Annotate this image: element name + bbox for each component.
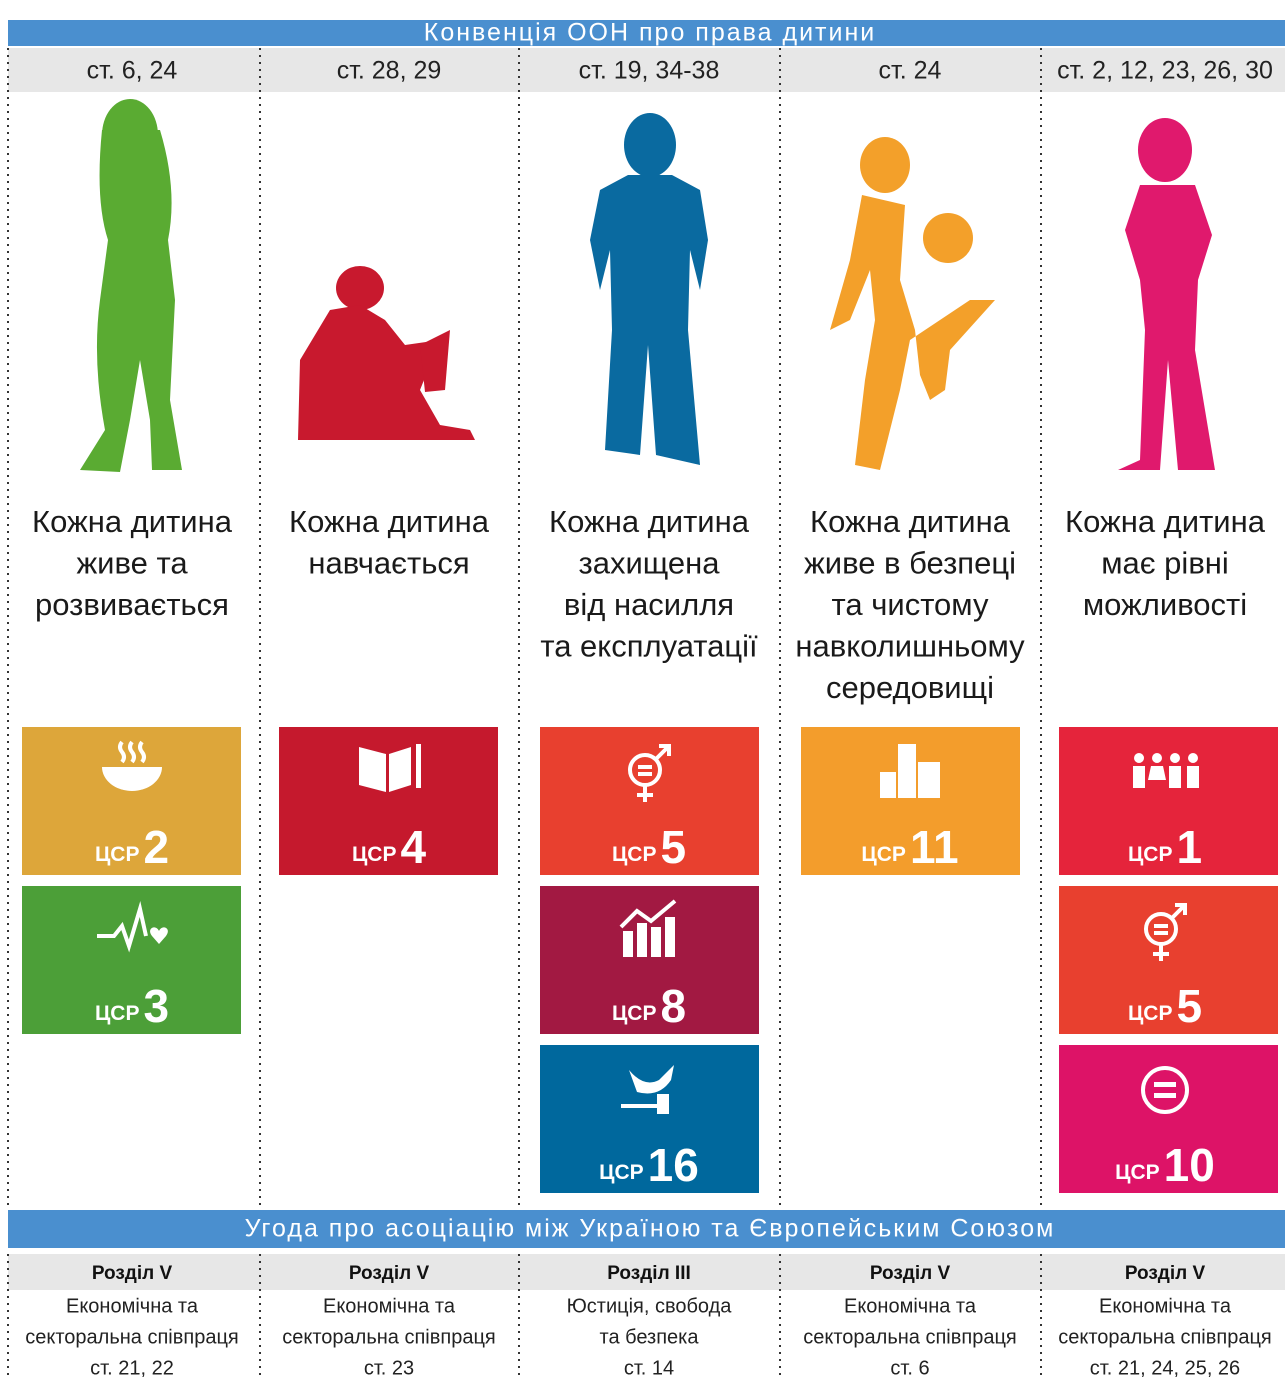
goal-number: 16 bbox=[648, 1139, 699, 1191]
goal-number: 8 bbox=[660, 980, 686, 1032]
section-line: ст. 21, 24, 25, 26 bbox=[1090, 1357, 1240, 1379]
goal-prefix: ЦСР bbox=[861, 843, 906, 866]
goal-prefix: ЦСР bbox=[1128, 1002, 1173, 1025]
caption-line: живе в безпеці bbox=[804, 546, 1016, 581]
caption-line: середовищі bbox=[826, 670, 994, 705]
caption-line: живе та bbox=[76, 546, 188, 581]
header-title: Конвенція ООН про права дитини bbox=[424, 19, 876, 47]
caption-line: Кожна дитина bbox=[1065, 504, 1266, 539]
sdg-tile: ЦСР3 bbox=[22, 886, 241, 1034]
section-line: Юстиція, свобода bbox=[567, 1295, 733, 1317]
articles: ст. 19, 34-38 bbox=[579, 57, 720, 85]
sdg-tile: ЦСР5 bbox=[540, 727, 759, 875]
icon bbox=[1188, 753, 1198, 763]
icon bbox=[1134, 753, 1144, 763]
goal-number: 4 bbox=[400, 821, 426, 873]
section-line: ст. 23 bbox=[364, 1357, 414, 1379]
section-line: секторальна співпраця bbox=[282, 1326, 495, 1348]
silhouette-girl-standing bbox=[1118, 118, 1215, 470]
caption-line: можливості bbox=[1083, 587, 1247, 622]
goal-prefix: ЦСР bbox=[1115, 1161, 1160, 1184]
goal-prefix: ЦСР bbox=[95, 1002, 140, 1025]
goal-number: 5 bbox=[660, 821, 686, 873]
goal-prefix: ЦСР bbox=[612, 1002, 657, 1025]
icon bbox=[359, 747, 411, 792]
articles: ст. 24 bbox=[879, 57, 942, 85]
caption-line: від насилля bbox=[564, 587, 734, 622]
sdg-tile: ЦСР1 bbox=[1059, 727, 1278, 875]
goal-prefix: ЦСР bbox=[352, 843, 397, 866]
sdg-tile: ЦСР16 bbox=[540, 1045, 759, 1193]
section: Розділ III bbox=[607, 1263, 691, 1284]
silhouette-footballer bbox=[830, 137, 995, 470]
section: Розділ V bbox=[349, 1263, 430, 1284]
sdg-tile: ЦСР5 bbox=[1059, 886, 1278, 1034]
section-line: ст. 21, 22 bbox=[90, 1357, 174, 1379]
caption-line: захищена bbox=[578, 546, 720, 581]
section: Розділ V bbox=[870, 1263, 951, 1284]
caption-line: Кожна дитина bbox=[810, 504, 1011, 539]
section-line: Економічна та bbox=[844, 1295, 977, 1317]
icon bbox=[898, 744, 916, 798]
goal-number: 3 bbox=[143, 980, 169, 1032]
section: Розділ V bbox=[1125, 1263, 1206, 1284]
goal-prefix: ЦСР bbox=[599, 1161, 644, 1184]
caption-line: має рівні bbox=[1101, 546, 1229, 581]
icon bbox=[623, 931, 633, 957]
goal-number: 10 bbox=[1164, 1139, 1215, 1191]
goal-prefix: ЦСР bbox=[612, 843, 657, 866]
goal-number: 5 bbox=[1176, 980, 1202, 1032]
infographic: Конвенція ООН про права дитини Угода про… bbox=[0, 0, 1285, 1380]
icon bbox=[918, 762, 940, 798]
goal-number: 11 bbox=[910, 821, 959, 873]
caption-line: навчається bbox=[308, 546, 469, 581]
sdg-tile: ЦСР8 bbox=[540, 886, 759, 1034]
section-line: Економічна та bbox=[323, 1295, 456, 1317]
caption-line: Кожна дитина bbox=[289, 504, 490, 539]
caption-line: та чистому bbox=[832, 587, 989, 622]
icon bbox=[416, 744, 421, 788]
sdg-tile: ЦСР4 bbox=[279, 727, 498, 875]
goal-prefix: ЦСР bbox=[1128, 843, 1173, 866]
sdg-tile: ЦСР10 bbox=[1059, 1045, 1278, 1193]
section-line: секторальна співпраця bbox=[25, 1326, 238, 1348]
goal-number: 2 bbox=[143, 821, 169, 873]
icon bbox=[665, 917, 675, 957]
footer-title: Угода про асоціацію між Україною та Євро… bbox=[245, 1215, 1056, 1243]
articles: ст. 2, 12, 23, 26, 30 bbox=[1057, 57, 1273, 85]
icon bbox=[880, 772, 896, 798]
section-line: Економічна та bbox=[66, 1295, 199, 1317]
caption-line: Кожна дитина bbox=[549, 504, 750, 539]
icon bbox=[1154, 1082, 1176, 1087]
section-line: секторальна співпраця bbox=[803, 1326, 1016, 1348]
goal-number: 1 bbox=[1176, 821, 1202, 873]
section-line: та безпека bbox=[600, 1326, 700, 1348]
icon bbox=[1152, 753, 1162, 763]
sdg-tile: ЦСР11 bbox=[801, 727, 1020, 875]
section: Розділ V bbox=[92, 1263, 173, 1284]
icon bbox=[637, 923, 647, 957]
icon bbox=[651, 927, 661, 957]
section-line: ст. 6 bbox=[890, 1357, 929, 1379]
section-line: секторальна співпраця bbox=[1058, 1326, 1271, 1348]
caption-line: розвивається bbox=[35, 587, 229, 622]
sdg-tile: ЦСР2 bbox=[22, 727, 241, 875]
icon bbox=[657, 1094, 669, 1114]
caption-line: та експлуатації bbox=[540, 629, 758, 664]
goal-prefix: ЦСР bbox=[95, 843, 140, 866]
silhouette-boy bbox=[590, 113, 708, 465]
articles: ст. 6, 24 bbox=[87, 57, 178, 85]
icon bbox=[1154, 1093, 1176, 1098]
caption-line: Кожна дитина bbox=[32, 504, 233, 539]
caption-line: навколишньому bbox=[795, 629, 1025, 664]
silhouette-girl bbox=[80, 99, 182, 472]
articles: ст. 28, 29 bbox=[337, 57, 442, 85]
section-line: Економічна та bbox=[1099, 1295, 1232, 1317]
section-line: ст. 14 bbox=[624, 1357, 674, 1379]
silhouette-reader bbox=[298, 266, 475, 440]
icon bbox=[1170, 753, 1180, 763]
